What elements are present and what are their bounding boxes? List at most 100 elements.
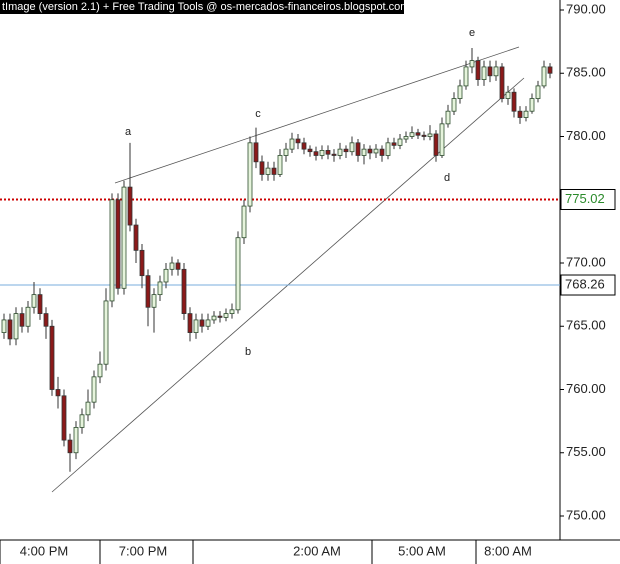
candle-body — [25, 306, 31, 327]
candle-body — [85, 401, 91, 416]
y-tick-label: 780.00 — [566, 128, 606, 143]
candle-body — [529, 98, 535, 112]
annotation: d — [444, 172, 450, 184]
annotation: a — [125, 126, 132, 138]
candle-body — [307, 148, 313, 153]
candle-body — [115, 199, 121, 289]
candle-body — [427, 133, 433, 137]
candle-body — [145, 275, 151, 308]
y-tick-label: 755.00 — [566, 444, 606, 459]
price-label-box — [560, 274, 616, 296]
candle-body — [109, 199, 115, 302]
x-tick-label: 4:00 PM — [20, 543, 68, 558]
candle-body — [73, 427, 79, 454]
candle-body — [67, 439, 73, 454]
price-label: 775.02 — [565, 191, 605, 206]
candle-body — [7, 319, 13, 340]
candle-body — [223, 313, 229, 318]
candle-body — [367, 148, 373, 154]
candle-body — [541, 66, 547, 87]
price-label-box — [560, 188, 616, 210]
candle-body — [451, 98, 457, 112]
candle-body — [199, 319, 205, 327]
candle-body — [397, 138, 403, 146]
x-tick-label: 8:00 AM — [484, 543, 532, 558]
candle-body — [169, 262, 175, 270]
candle-body — [253, 142, 259, 163]
candle-body — [523, 110, 529, 118]
candle-body — [49, 325, 55, 390]
candle-body — [493, 66, 499, 77]
candle-body — [505, 91, 511, 99]
candle-body — [163, 268, 169, 283]
candle-body — [157, 281, 163, 296]
y-tick-label: 790.00 — [566, 1, 606, 16]
candle-body — [127, 186, 133, 226]
candle-body — [19, 313, 25, 327]
candle-body — [385, 142, 391, 156]
candle-body — [499, 66, 505, 99]
candle-body — [535, 85, 541, 99]
candle-body — [331, 153, 337, 156]
candle-body — [343, 148, 349, 153]
candle-body — [337, 148, 343, 156]
candle-body — [277, 155, 283, 175]
candle-body — [283, 148, 289, 156]
candle-body — [403, 136, 409, 140]
candle-body — [355, 142, 361, 156]
candle-body — [265, 167, 271, 175]
annotation: b — [245, 346, 251, 358]
x-tick-label: 2:00 AM — [293, 543, 341, 558]
candle-body — [175, 262, 181, 270]
candle-body — [151, 294, 157, 308]
candle-body — [445, 110, 451, 125]
trendline — [114, 46, 520, 184]
candle-body — [325, 150, 331, 155]
candle-body — [421, 134, 427, 137]
candle-body — [1, 319, 7, 333]
candle-body — [295, 138, 301, 144]
candle-body — [469, 60, 475, 68]
candle-body — [373, 148, 379, 154]
candle-body — [517, 110, 523, 118]
candle-body — [55, 389, 61, 397]
candle-body — [97, 363, 103, 378]
candle-body — [301, 142, 307, 150]
title-bg — [0, 0, 404, 14]
candle-body — [259, 161, 265, 175]
candle-body — [241, 205, 247, 239]
candle-body — [187, 313, 193, 333]
candle-body — [91, 376, 97, 403]
candle-body — [43, 313, 49, 327]
candle-body — [487, 66, 493, 77]
candle-body — [391, 142, 397, 146]
candle-body — [205, 319, 211, 327]
candle-body — [289, 138, 295, 150]
annotation: e — [469, 27, 475, 39]
candle-body — [181, 268, 187, 315]
candle-body — [409, 132, 415, 137]
candle-body — [229, 309, 235, 314]
candle-body — [79, 414, 85, 428]
candle-body — [457, 85, 463, 99]
y-tick-label: 770.00 — [566, 254, 606, 269]
candle-body — [313, 151, 319, 156]
candle-body — [433, 133, 439, 156]
candle-body — [511, 91, 517, 112]
title: tImage (version 2.1) + Free Trading Tool… — [2, 1, 409, 13]
candle-body — [439, 123, 445, 156]
candle-body — [475, 60, 481, 80]
candle-body — [121, 186, 127, 289]
candle-body — [13, 313, 19, 340]
x-tick-label: 7:00 PM — [119, 543, 167, 558]
y-tick-label: 760.00 — [566, 381, 606, 396]
candle-body — [217, 315, 223, 318]
annotation: c — [255, 108, 261, 120]
candle-body — [103, 300, 109, 365]
candle-body — [481, 66, 487, 80]
candle-body — [61, 395, 67, 441]
candle-body — [139, 249, 145, 277]
candle-body — [133, 224, 139, 251]
candle-body — [361, 148, 367, 156]
